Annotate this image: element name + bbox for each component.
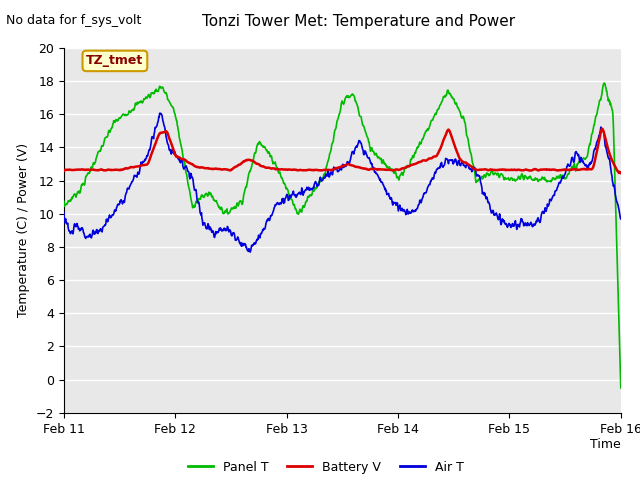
Legend: Panel T, Battery V, Air T: Panel T, Battery V, Air T: [183, 456, 468, 479]
Text: TZ_tmet: TZ_tmet: [86, 54, 143, 67]
Text: No data for f_sys_volt: No data for f_sys_volt: [6, 14, 142, 27]
Text: Time: Time: [590, 438, 621, 451]
Text: Tonzi Tower Met: Temperature and Power: Tonzi Tower Met: Temperature and Power: [202, 14, 515, 29]
Y-axis label: Temperature (C) / Power (V): Temperature (C) / Power (V): [17, 144, 30, 317]
